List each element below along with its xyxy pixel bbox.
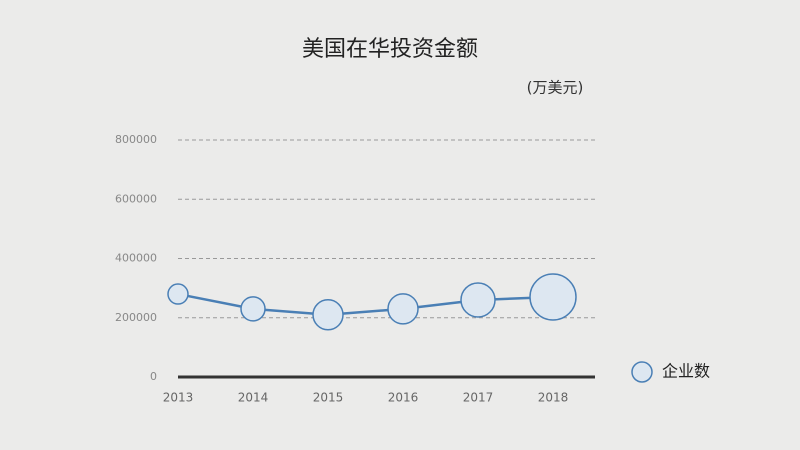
chart-title: 美国在华投资金额 (302, 37, 478, 62)
bubble (312, 299, 344, 331)
bubble (240, 296, 266, 322)
y-tick-label: 200000 (115, 311, 157, 324)
x-tick-label: 2015 (313, 391, 344, 405)
legend-marker (631, 361, 653, 383)
y-tick-label: 0 (150, 370, 157, 383)
x-tick-label: 2018 (538, 391, 569, 405)
bubble (460, 282, 496, 318)
y-tick-label: 400000 (115, 252, 157, 265)
x-tick-label: 2016 (388, 391, 419, 405)
series-line (177, 292, 554, 317)
bubble (387, 293, 419, 325)
x-tick-label: 2013 (163, 391, 194, 405)
unit-label: (万美元) (527, 79, 584, 97)
bubble (167, 283, 189, 305)
y-tick-label: 600000 (115, 192, 157, 205)
bubble (529, 273, 577, 321)
legend-label: 企业数 (662, 362, 710, 381)
y-tick-label: 800000 (115, 133, 157, 146)
x-tick-label: 2014 (238, 391, 269, 405)
x-tick-label: 2017 (463, 391, 494, 405)
